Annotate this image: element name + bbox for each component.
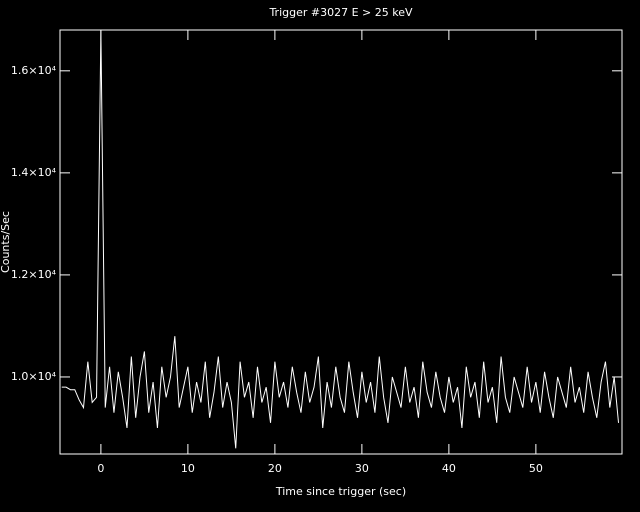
x-tick-label: 10	[181, 462, 195, 475]
x-tick-label: 50	[529, 462, 543, 475]
plot-frame	[59, 29, 623, 455]
chart-title: Trigger #3027 E > 25 keV	[268, 6, 413, 19]
x-tick-label: 30	[355, 462, 369, 475]
x-tick-label: 0	[97, 462, 104, 475]
x-tick-label: 40	[442, 462, 456, 475]
light-curve	[61, 29, 620, 449]
y-axis-label: Counts/Sec	[0, 211, 12, 273]
y-tick-label: 1.2×10⁴	[11, 268, 57, 281]
y-tick-label: 1.0×10⁴	[11, 370, 57, 383]
x-axis-label: Time since trigger (sec)	[275, 485, 406, 498]
x-tick-label: 20	[268, 462, 282, 475]
y-tick-label: 1.4×10⁴	[11, 166, 57, 179]
y-tick-label: 1.6×10⁴	[11, 64, 57, 77]
